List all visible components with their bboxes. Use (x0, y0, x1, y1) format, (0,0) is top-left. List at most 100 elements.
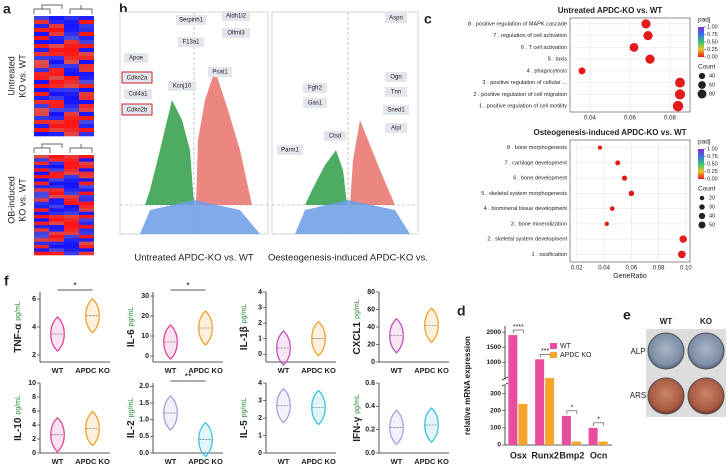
x-tick-label: APDC KO (414, 457, 449, 466)
heatmap-cell (34, 128, 49, 133)
dot (609, 206, 615, 211)
y-tick-label: 2 (32, 352, 36, 359)
heatmap-cell (64, 128, 79, 133)
heatmap-cell (34, 211, 49, 216)
heatmap-cell (49, 161, 64, 166)
heatmap-cell (49, 195, 64, 199)
heatmap-cell (79, 185, 94, 189)
dendrogram (33, 4, 93, 14)
heatmap-cell (49, 132, 64, 137)
colorbar (698, 27, 704, 57)
panel-label: d (457, 303, 466, 319)
heatmap-cell (79, 44, 94, 49)
legend-label: 80 (709, 91, 715, 97)
heatmap-cell (49, 251, 64, 256)
heatmap-cell (64, 171, 79, 176)
gene-box (121, 103, 153, 116)
y-tick-label: 3 . bone mineralization (511, 221, 567, 227)
y-tick-label: 5 . taxis (548, 57, 567, 63)
y-tick-label: 1000 (487, 359, 502, 366)
x-tick-label: 0.02 (571, 266, 583, 272)
x-tick-label: WT (391, 366, 403, 375)
heatmap-cell (64, 208, 79, 212)
y-tick-label: 20 (141, 313, 149, 320)
panel-label: e (623, 307, 631, 323)
x-tick-label: APDC KO (414, 366, 449, 375)
heatmap-cell (79, 132, 94, 137)
heatmap-cell (34, 155, 49, 159)
heatmap-cell (49, 128, 64, 133)
y-axis-title: IL-5 (239, 420, 250, 438)
heatmap-cell (49, 211, 64, 216)
y-axis-unit: pg/mL (241, 304, 248, 324)
heatmap-cell (49, 185, 64, 189)
gene-box (168, 81, 196, 91)
volcano-title: Untreated APDC-KO vs. WT (134, 253, 254, 264)
heatmap-cell (64, 108, 79, 113)
gene-label: Sned1 (387, 108, 405, 114)
y-tick-label: 0 (32, 450, 36, 457)
y-tick-label: 2.0 (139, 383, 149, 390)
sig-label: * (73, 280, 77, 290)
heatmap-cell (49, 120, 64, 125)
heatmap-label: KO vs. WT (17, 54, 27, 98)
heatmap-cell (64, 132, 79, 137)
heatmap-cell (79, 28, 94, 33)
chart-title: Osteogenesis-induced APDC-KO vs. WT (533, 128, 686, 137)
y-tick-label: 0.4 (365, 403, 375, 410)
y-axis-label: IL-5 pg/mL (239, 398, 250, 438)
gene-label: Tnn (391, 90, 401, 96)
heatmap-cell (79, 32, 94, 37)
heatmap-cell (64, 48, 79, 53)
heatmap-cell (64, 205, 79, 209)
heatmap-cell (34, 241, 49, 246)
y-axis-title: IFN-γ (352, 416, 363, 441)
x-tick-label: 0.08 (664, 116, 676, 122)
heatmap-cell (64, 76, 79, 81)
x-tick-label: Bmp2 (559, 450, 584, 460)
heatmap-cell (79, 60, 94, 65)
heatmap-cell (79, 36, 94, 41)
heatmap-cell (79, 238, 94, 242)
heatmap-cell (34, 165, 49, 169)
y-tick-label: 0.6 (365, 380, 375, 387)
y-axis-label: relative mRNA expression (463, 336, 472, 435)
gene-label: Cdkn2b (127, 108, 148, 114)
dot (604, 221, 610, 227)
y-tick-label: 2 (258, 415, 262, 422)
heatmap-cell (49, 218, 64, 222)
heatmap-cell (64, 235, 79, 239)
heatmap-cell (79, 124, 94, 129)
heatmap-cell (49, 80, 64, 85)
gene-box (385, 123, 407, 133)
dot (678, 250, 686, 259)
well (647, 332, 685, 370)
heatmap-cell (49, 36, 64, 41)
bar (598, 441, 608, 445)
heatmap-cell (49, 124, 64, 129)
heatmap-cell (34, 245, 49, 249)
heatmap-cell (34, 28, 49, 33)
heatmap-cell (34, 92, 49, 97)
y-tick-label: 8 (32, 394, 36, 401)
heatmap-cell (34, 72, 49, 77)
y-tick-label: 3 (258, 304, 262, 311)
heatmap-cell (64, 64, 79, 69)
legend-dot (699, 204, 705, 210)
plate-images: WT KO ALP ARS (630, 317, 726, 417)
heatmap-cell (64, 248, 79, 252)
y-tick-label: 1 (258, 336, 262, 343)
x-tick-label: APDC KO (301, 366, 336, 375)
gene-label: Alpl (391, 126, 401, 132)
heatmap-cell (49, 56, 64, 61)
bar (545, 378, 555, 445)
heatmap-cell (64, 241, 79, 246)
y-tick-label: 4 (32, 422, 36, 429)
dot (597, 145, 603, 150)
legend-label: APDC KO (560, 352, 592, 359)
dendrogram (33, 143, 93, 153)
x-tick-label: Runx2 (531, 450, 559, 460)
panel-label: a (3, 1, 11, 17)
bar (561, 415, 571, 445)
gene-label: Ctsd (329, 134, 341, 140)
